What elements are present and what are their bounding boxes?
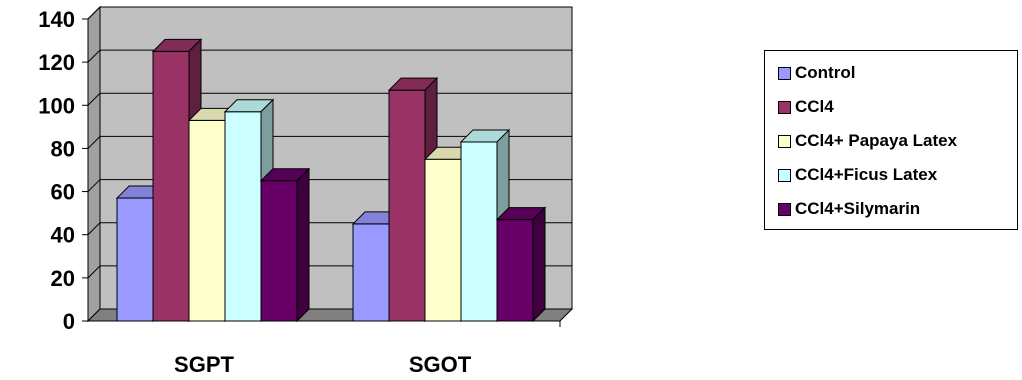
legend-label: CCl4+ Papaya Latex (795, 131, 958, 150)
bar-front (260, 180, 298, 322)
bars (115, 38, 547, 323)
bar-front (224, 111, 262, 322)
bar-front (152, 50, 190, 322)
bar-front (188, 119, 226, 322)
y-tick-label: 140 (38, 7, 75, 32)
bar-front (116, 197, 154, 322)
y-tick-label: 80 (51, 136, 75, 161)
gridline (87, 49, 572, 63)
x-category-label: SGOT (409, 352, 472, 377)
y-tick-label: 120 (38, 50, 75, 75)
legend-item: CCl4 (778, 90, 1017, 124)
y-tick-label: 100 (38, 93, 75, 118)
bar (259, 167, 311, 323)
side-wall (87, 5, 101, 323)
gridline (87, 6, 572, 20)
bar-front (496, 219, 534, 322)
category-axis: SGPT SGOT (174, 352, 472, 377)
bar-front (460, 141, 498, 322)
legend-swatch (778, 202, 791, 216)
bar-side (532, 206, 546, 323)
legend-item: CCl4+Silymarin (778, 192, 1017, 226)
legend-item: Control (778, 56, 1017, 90)
y-tick-label: 20 (51, 266, 75, 291)
y-tick-label: 60 (51, 180, 75, 205)
legend-label: CCl4 (795, 97, 834, 116)
bar (495, 206, 547, 323)
legend-item: CCl4+Ficus Latex (778, 158, 1017, 192)
legend-label: CCl4+Ficus Latex (795, 165, 938, 184)
x-category-label: SGPT (174, 352, 234, 377)
y-tick-label: 40 (51, 223, 75, 248)
legend-label: Control (795, 63, 856, 82)
legend-swatch (778, 100, 791, 114)
legend-item: CCl4+ Papaya Latex (778, 124, 1017, 158)
bar-front (388, 89, 426, 322)
y-tick-label: 0 (63, 309, 75, 334)
legend-label: CCl4+Silymarin (795, 199, 921, 218)
bar-side (296, 167, 310, 323)
legend-swatch (778, 168, 791, 182)
bar-front (352, 223, 390, 322)
legend-swatch (778, 134, 791, 148)
legend: Control CCl4 CCl4+ Papaya Latex CCl4+Ficus … (764, 50, 1018, 230)
bar-front (424, 158, 462, 322)
legend-swatch (778, 66, 791, 80)
